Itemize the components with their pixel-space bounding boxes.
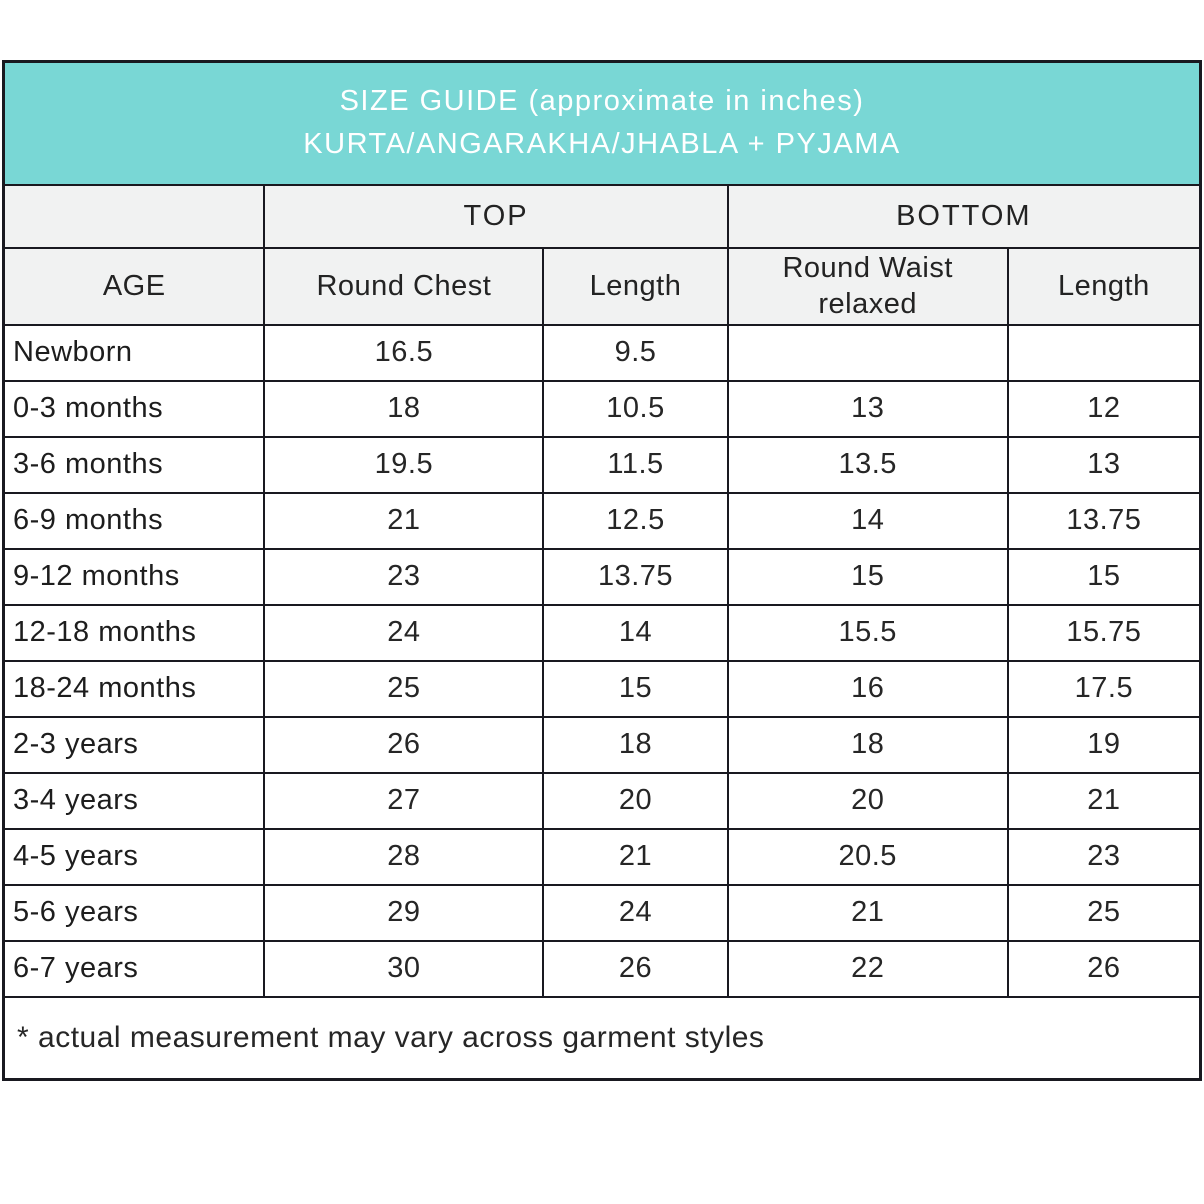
group-header-row: TOP BOTTOM xyxy=(2,183,1202,249)
value-cell: 24 xyxy=(542,883,729,942)
value-cell: 16.5 xyxy=(263,323,545,382)
value-cell: 15 xyxy=(542,659,729,718)
value-cell: 18 xyxy=(542,715,729,774)
size-guide-table: SIZE GUIDE (approximate in inches) KURTA… xyxy=(2,60,1202,1081)
value-cell: 25 xyxy=(263,659,545,718)
value-cell: 18 xyxy=(726,715,1009,774)
table-row: 18-24 months 25 15 16 17.5 xyxy=(2,659,1202,718)
age-cell: 0-3 months xyxy=(2,379,266,438)
value-cell: 12.5 xyxy=(542,491,729,550)
value-cell: 22 xyxy=(726,939,1009,998)
group-header-empty xyxy=(2,183,266,249)
age-cell: 6-9 months xyxy=(2,491,266,550)
footnote-row: * actual measurement may vary across gar… xyxy=(2,995,1202,1081)
value-cell: 25 xyxy=(1006,883,1202,942)
age-cell: 18-24 months xyxy=(2,659,266,718)
age-cell: Newborn xyxy=(2,323,266,382)
value-cell: 12 xyxy=(1006,379,1202,438)
value-cell: 21 xyxy=(263,491,545,550)
value-cell: 13.75 xyxy=(542,547,729,606)
value-cell: 15.75 xyxy=(1006,603,1202,662)
value-cell: 21 xyxy=(542,827,729,886)
footnote-text: * actual measurement may vary across gar… xyxy=(2,995,1202,1081)
value-cell: 28 xyxy=(263,827,545,886)
value-cell: 26 xyxy=(263,715,545,774)
age-cell: 4-5 years xyxy=(2,827,266,886)
value-cell: 14 xyxy=(542,603,729,662)
column-header-round-waist: Round Waist relaxed xyxy=(726,246,1009,326)
value-cell: 15 xyxy=(1006,547,1202,606)
value-cell: 20.5 xyxy=(726,827,1009,886)
value-cell: 10.5 xyxy=(542,379,729,438)
age-cell: 3-6 months xyxy=(2,435,266,494)
value-cell: 27 xyxy=(263,771,545,830)
value-cell: 21 xyxy=(1006,771,1202,830)
column-header-row: AGE Round Chest Length Round Waist relax… xyxy=(2,246,1202,326)
value-cell: 23 xyxy=(263,547,545,606)
table-row: 3-4 years 27 20 20 21 xyxy=(2,771,1202,830)
value-cell: 21 xyxy=(726,883,1009,942)
age-cell: 5-6 years xyxy=(2,883,266,942)
value-cell: 26 xyxy=(1006,939,1202,998)
column-header-round-chest: Round Chest xyxy=(263,246,545,326)
value-cell: 20 xyxy=(726,771,1009,830)
value-cell: 18 xyxy=(263,379,545,438)
value-cell: 13.75 xyxy=(1006,491,1202,550)
age-cell: 2-3 years xyxy=(2,715,266,774)
table-row: 12-18 months 24 14 15.5 15.75 xyxy=(2,603,1202,662)
column-header-bottom-length: Length xyxy=(1006,246,1202,326)
value-cell: 14 xyxy=(726,491,1009,550)
column-header-top-length: Length xyxy=(542,246,729,326)
age-cell: 9-12 months xyxy=(2,547,266,606)
value-cell: 23 xyxy=(1006,827,1202,886)
table-row: 6-9 months 21 12.5 14 13.75 xyxy=(2,491,1202,550)
value-cell: 19.5 xyxy=(263,435,545,494)
table-row: 0-3 months 18 10.5 13 12 xyxy=(2,379,1202,438)
age-cell: 6-7 years xyxy=(2,939,266,998)
value-cell: 9.5 xyxy=(542,323,729,382)
table-row: 4-5 years 28 21 20.5 23 xyxy=(2,827,1202,886)
group-header-top: TOP xyxy=(263,183,729,249)
value-cell: 15.5 xyxy=(726,603,1009,662)
column-header-age: AGE xyxy=(2,246,266,326)
value-cell: 16 xyxy=(726,659,1009,718)
table-row: 2-3 years 26 18 18 19 xyxy=(2,715,1202,774)
age-cell: 12-18 months xyxy=(2,603,266,662)
table-row: 9-12 months 23 13.75 15 15 xyxy=(2,547,1202,606)
banner-row: SIZE GUIDE (approximate in inches) KURTA… xyxy=(2,60,1202,186)
value-cell: 19 xyxy=(1006,715,1202,774)
age-cell: 3-4 years xyxy=(2,771,266,830)
size-guide-banner: SIZE GUIDE (approximate in inches) KURTA… xyxy=(2,60,1202,186)
value-cell: 15 xyxy=(726,547,1009,606)
table-row: 6-7 years 30 26 22 26 xyxy=(2,939,1202,998)
banner-title-line1: SIZE GUIDE (approximate in inches) xyxy=(339,84,865,117)
value-cell: 30 xyxy=(263,939,545,998)
value-cell: 20 xyxy=(542,771,729,830)
value-cell: 17.5 xyxy=(1006,659,1202,718)
value-cell: 29 xyxy=(263,883,545,942)
value-cell: 24 xyxy=(263,603,545,662)
value-cell: 13 xyxy=(1006,435,1202,494)
table-row: 5-6 years 29 24 21 25 xyxy=(2,883,1202,942)
value-cell xyxy=(1006,323,1202,382)
group-header-bottom: BOTTOM xyxy=(726,183,1202,249)
value-cell: 13.5 xyxy=(726,435,1009,494)
table-row: Newborn 16.5 9.5 xyxy=(2,323,1202,382)
banner-title-line2: KURTA/ANGARAKHA/JHABLA + PYJAMA xyxy=(303,128,901,161)
value-cell xyxy=(726,323,1009,382)
value-cell: 26 xyxy=(542,939,729,998)
table-row: 3-6 months 19.5 11.5 13.5 13 xyxy=(2,435,1202,494)
value-cell: 11.5 xyxy=(542,435,729,494)
value-cell: 13 xyxy=(726,379,1009,438)
